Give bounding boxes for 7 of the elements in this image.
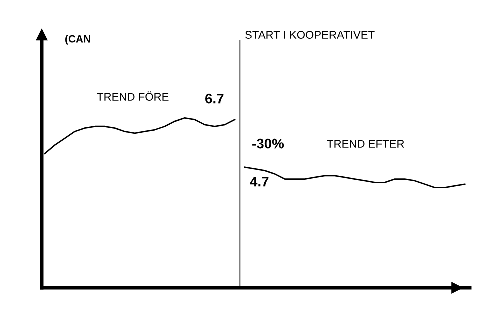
- annotation: -30%: [252, 138, 284, 149]
- text: 6.7: [206, 94, 224, 104]
- text: TREND FÖRE: [97, 92, 169, 101]
- annotation: TREND EFTER: [327, 140, 404, 148]
- annotation: 4.7: [250, 177, 269, 187]
- text: START I KOOPERATIVET: [246, 31, 375, 39]
- text: (CAN: [66, 35, 90, 45]
